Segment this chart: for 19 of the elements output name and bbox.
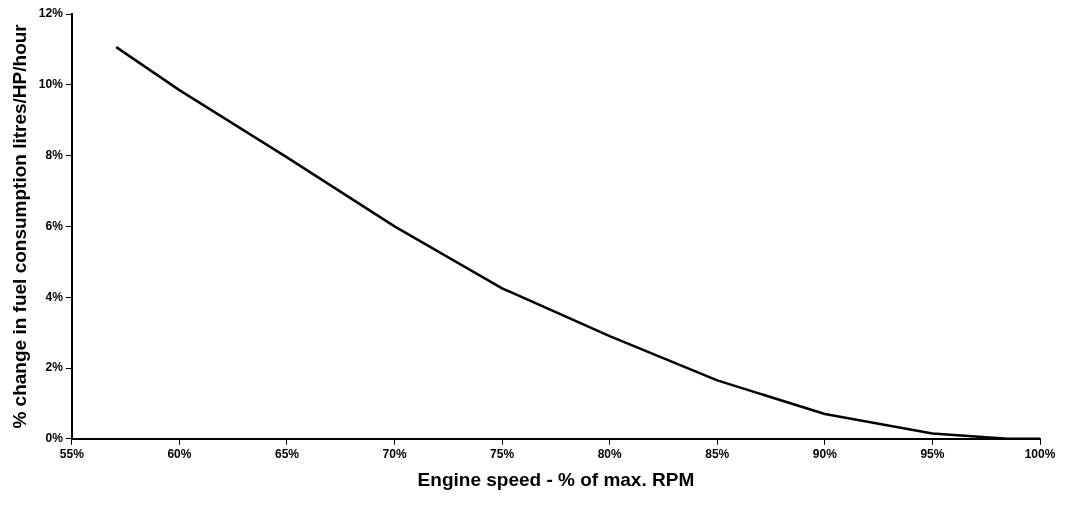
x-tick-label: 70% — [382, 447, 407, 462]
x-tick-label: 65% — [274, 447, 300, 462]
y-axis-title: % change in fuel consumption litres/HP/hour — [8, 23, 30, 429]
y-tick-label: 6% — [45, 218, 64, 233]
x-tick-label: 55% — [59, 447, 85, 462]
x-tick-label: 100% — [1024, 447, 1056, 462]
x-tick-label: 85% — [705, 447, 730, 462]
x-tick-label: 80% — [597, 447, 623, 462]
y-tick-label: 0% — [45, 431, 64, 446]
y-tick-label: 4% — [45, 289, 64, 304]
x-tick-label: 60% — [167, 447, 192, 462]
y-tick-label: 10% — [38, 77, 64, 92]
x-tick-label: 95% — [920, 447, 945, 462]
x-tick-label: 90% — [812, 447, 838, 462]
y-tick-label: 12% — [38, 6, 64, 21]
x-tick-label: 75% — [490, 447, 515, 462]
x-axis-title: Engine speed - % of max. RPM — [417, 468, 695, 490]
y-tick-label: 2% — [45, 360, 64, 375]
y-tick-label: 8% — [45, 147, 64, 162]
